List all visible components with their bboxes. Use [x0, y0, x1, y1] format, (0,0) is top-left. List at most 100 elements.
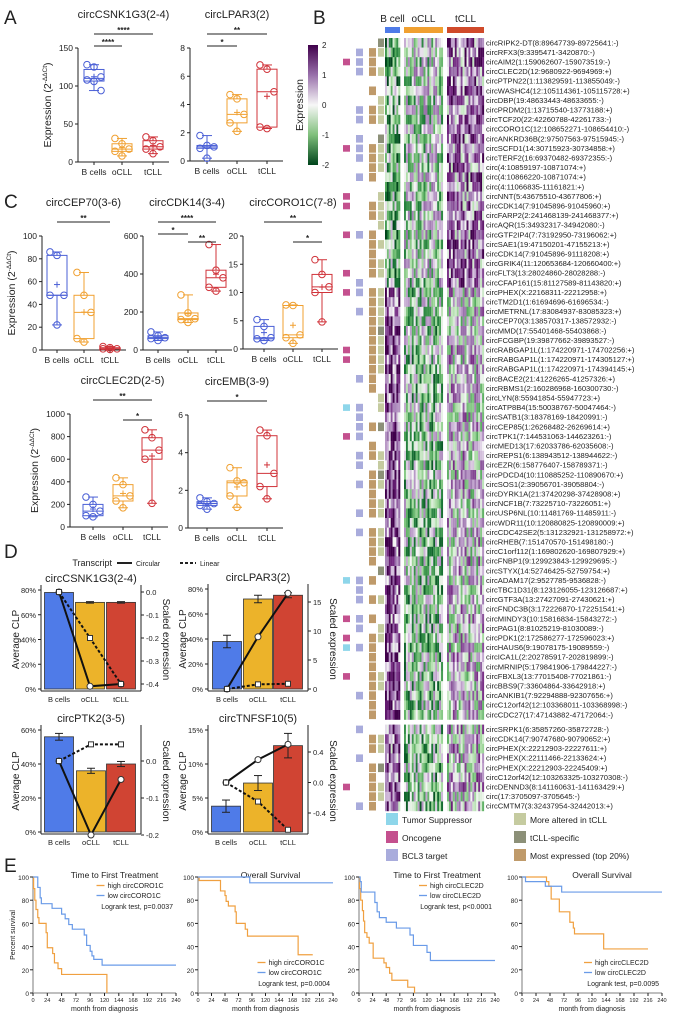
heatmap-cell: [388, 326, 391, 336]
heatmap-cell: [429, 210, 432, 221]
heatmap-cell: [448, 489, 451, 499]
chart-title: circPTK2(3-5): [57, 713, 125, 725]
heatmap-cell: [478, 134, 481, 144]
heatmap-cell: [385, 335, 387, 346]
heatmap-cell: [404, 724, 406, 735]
logrank-stat: Logrank test, p<0.0001: [420, 904, 492, 911]
heatmap-cell: [431, 753, 434, 764]
heatmap-cell: [394, 210, 397, 221]
heatmap-row-label: circGTF3A(13:27427091-27430621:+): [486, 595, 615, 604]
heatmap-row-label: circPHEX(X:22212903-22245409:+): [486, 763, 608, 772]
heatmap-cell: [386, 489, 389, 499]
heatmap-cell: [405, 95, 408, 106]
heatmap-cell: [404, 422, 406, 432]
heatmap-cell: [447, 450, 449, 461]
heatmap-cell: [431, 450, 434, 461]
heatmap-cell: [411, 518, 414, 528]
linear-point: [87, 635, 93, 641]
heatmap-cell: [478, 38, 481, 48]
y-axis-label: Average CLP: [11, 610, 22, 670]
heatmap-cell: [439, 191, 442, 202]
heatmap-cell: [407, 57, 410, 67]
heatmap-row-label: circRABGAP1L(1:174220971-174394145:+): [486, 365, 635, 374]
heatmap-cell: [472, 753, 475, 764]
heatmap-cell: [390, 671, 393, 682]
heatmap-cell: [431, 38, 434, 48]
y-tick-label: 60%: [21, 611, 36, 620]
heatmap-cell: [450, 724, 453, 735]
heatmap-cell: [385, 153, 387, 163]
heatmap-cell: [480, 470, 483, 480]
heatmap-cell: [427, 734, 430, 744]
heatmap-cell: [394, 143, 397, 154]
heatmap-cell: [385, 57, 387, 67]
heatmap-cell: [468, 47, 471, 58]
heatmap-cell: [429, 201, 432, 211]
heatmap-cell: [433, 76, 436, 87]
heatmap-cell: [388, 268, 391, 279]
heatmap-cell: [386, 724, 389, 735]
heatmap-cell: [468, 642, 471, 653]
heatmap-cell: [439, 801, 442, 812]
heatmap-cell: [421, 537, 424, 547]
heatmap-cell: [427, 801, 430, 812]
heatmap-cell: [441, 633, 444, 643]
significance-label: *: [220, 38, 224, 47]
heatmap-cell: [458, 95, 461, 106]
heatmap-cell: [433, 335, 436, 346]
heatmap-cell: [454, 791, 457, 802]
heatmap-cell: [437, 470, 440, 480]
heatmap-cell: [386, 76, 389, 87]
heatmap-cell: [460, 772, 463, 783]
heatmap-cell: [470, 791, 473, 802]
heatmap-cell: [474, 652, 477, 663]
heatmap-cell: [398, 782, 401, 792]
heatmap-cell: [419, 220, 422, 231]
heatmap-cell: [433, 297, 436, 307]
tumor-suppressor-annotation: [343, 404, 350, 411]
heatmap-cell: [441, 172, 444, 183]
heatmap-cell: [404, 220, 406, 231]
heatmap-cell: [437, 527, 440, 538]
heatmap-cell: [394, 441, 397, 451]
heatmap-cell: [464, 412, 467, 423]
heatmap-cell: [429, 743, 432, 754]
heatmap-cell: [394, 278, 397, 288]
heatmap-cell: [409, 220, 412, 231]
heatmap-cell: [386, 153, 389, 163]
heatmap-cell: [462, 172, 465, 183]
heatmap-row-label: circFBXL3(13:77015408-77021861:-): [486, 672, 612, 681]
heatmap-cell: [478, 57, 481, 67]
heatmap-cell: [466, 489, 469, 499]
heatmap-cell: [482, 191, 485, 202]
heatmap-cell: [462, 604, 465, 615]
heatmap-cell: [478, 220, 481, 231]
heatmap-cell: [468, 489, 471, 499]
heatmap-cell: [439, 162, 442, 173]
heatmap-cell: [476, 489, 479, 499]
heatmap-cell: [452, 791, 455, 802]
heatmap-cell: [478, 268, 481, 279]
heatmap-cell: [425, 422, 428, 432]
heatmap-cell: [413, 753, 416, 764]
heatmap-cell: [439, 710, 442, 720]
heatmap-cell: [411, 105, 414, 115]
heatmap-cell: [398, 753, 401, 764]
heatmap-cell: [419, 710, 422, 720]
heatmap-cell: [474, 76, 477, 87]
heatmap-cell: [476, 681, 479, 691]
heatmap-cell: [411, 210, 414, 221]
heatmap-cell: [470, 460, 473, 471]
data-point: [177, 291, 185, 299]
bcl3-target-annotation: [356, 691, 363, 700]
heatmap-cell: [437, 537, 440, 547]
heatmap-cell: [419, 124, 422, 135]
heatmap-cell: [476, 191, 479, 202]
heatmap-cell: [480, 47, 483, 58]
data-point: [210, 499, 218, 508]
heatmap-cell: [460, 690, 463, 701]
heatmap-cell: [386, 594, 389, 605]
heatmap-cell: [386, 172, 389, 183]
heatmap-cell: [404, 518, 406, 528]
heatmap-cell: [433, 527, 436, 538]
